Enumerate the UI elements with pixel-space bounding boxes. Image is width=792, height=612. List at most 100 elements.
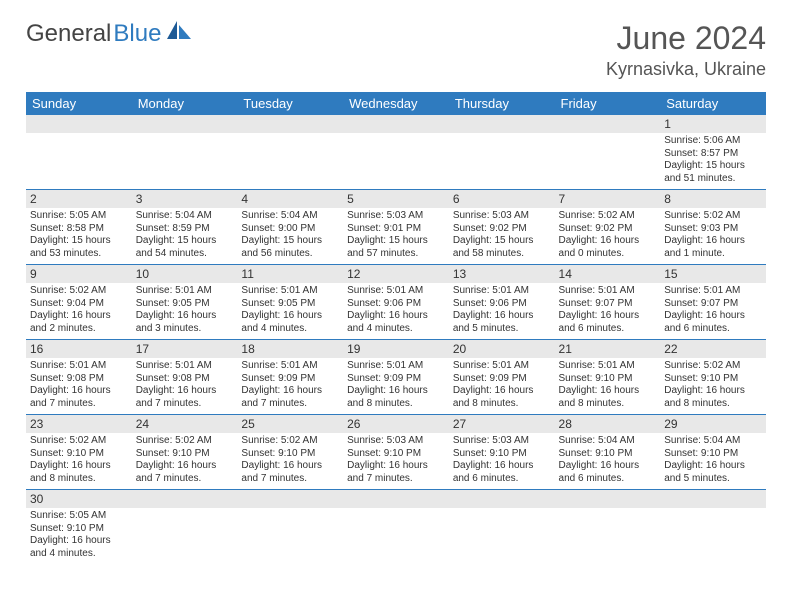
daylight-line: Daylight: 16 hours and 6 minutes. <box>559 310 657 335</box>
sunrise-line: Sunrise: 5:02 AM <box>559 210 657 223</box>
day-number: 25 <box>237 415 343 433</box>
day-number <box>132 115 238 133</box>
sunrise-line: Sunrise: 5:04 AM <box>664 435 762 448</box>
day-number: 14 <box>555 265 661 283</box>
calendar-row: 9Sunrise: 5:02 AMSunset: 9:04 PMDaylight… <box>26 265 766 340</box>
calendar-cell: 12Sunrise: 5:01 AMSunset: 9:06 PMDayligh… <box>343 265 449 340</box>
sunrise-line: Sunrise: 5:01 AM <box>136 285 234 298</box>
sunrise-line: Sunrise: 5:02 AM <box>241 435 339 448</box>
sunset-line: Sunset: 9:09 PM <box>453 373 551 386</box>
day-number: 15 <box>660 265 766 283</box>
day-number <box>449 490 555 508</box>
sunrise-line: Sunrise: 5:04 AM <box>559 435 657 448</box>
weekday-header: Wednesday <box>343 92 449 115</box>
calendar-cell: 2Sunrise: 5:05 AMSunset: 8:58 PMDaylight… <box>26 190 132 265</box>
day-number: 23 <box>26 415 132 433</box>
brand-logo: GeneralBlue <box>26 20 193 48</box>
sunset-line: Sunset: 9:00 PM <box>241 223 339 236</box>
weekday-header: Tuesday <box>237 92 343 115</box>
calendar-cell: 20Sunrise: 5:01 AMSunset: 9:09 PMDayligh… <box>449 340 555 415</box>
calendar-cell: 6Sunrise: 5:03 AMSunset: 9:02 PMDaylight… <box>449 190 555 265</box>
calendar-cell: 11Sunrise: 5:01 AMSunset: 9:05 PMDayligh… <box>237 265 343 340</box>
calendar-cell: 25 Sunrise: 5:02 AMSunset: 9:10 PMDayligh… <box>237 415 343 490</box>
day-number: 12 <box>343 265 449 283</box>
day-number: 30 <box>26 490 132 508</box>
sunset-line: Sunset: 9:03 PM <box>664 223 762 236</box>
day-number: 3 <box>132 190 238 208</box>
sunrise-line: Sunrise: 5:05 AM <box>30 210 128 223</box>
calendar-row: 2 Sunrise: 5:05 AMSunset: 8:58 PM Daylight… <box>26 190 766 265</box>
sunset-line: Sunset: 8:57 PM <box>664 148 762 161</box>
daylight-line: Daylight: 15 hours and 57 minutes. <box>347 235 445 260</box>
month-title: June 2024 <box>606 20 766 57</box>
day-number: 7 <box>555 190 661 208</box>
day-number: 18 <box>237 340 343 358</box>
sunset-line: Sunset: 9:08 PM <box>30 373 128 386</box>
location: Kyrnasivka, Ukraine <box>606 59 766 80</box>
calendar-cell-empty <box>237 115 343 190</box>
day-number: 1 <box>660 115 766 133</box>
day-number: 6 <box>449 190 555 208</box>
sunset-line: Sunset: 9:05 PM <box>136 298 234 311</box>
day-number: 4 <box>237 190 343 208</box>
day-number: 2 <box>26 190 132 208</box>
calendar-cell: 29Sunrise: 5:04 AMSunset: 9:10 PMDayligh… <box>660 415 766 490</box>
daylight-line: Daylight: 16 hours and 8 minutes. <box>453 385 551 410</box>
daylight-line: Daylight: 16 hours and 8 minutes. <box>664 385 762 410</box>
sunset-line: Sunset: 9:10 PM <box>347 448 445 461</box>
weekday-header: Sunday <box>26 92 132 115</box>
calendar-cell: 7Sunrise: 5:02 AMSunset: 9:02 PMDaylight… <box>555 190 661 265</box>
day-number: 27 <box>449 415 555 433</box>
day-number <box>237 115 343 133</box>
sunrise-line: Sunrise: 5:01 AM <box>347 285 445 298</box>
daylight-line: Daylight: 16 hours and 1 minute. <box>664 235 762 260</box>
calendar-cell: 4Sunrise: 5:04 AMSunset: 9:00 PMDaylight… <box>237 190 343 265</box>
day-number: 26 <box>343 415 449 433</box>
title-block: June 2024 Kyrnasivka, Ukraine <box>606 20 766 80</box>
calendar-cell-empty <box>555 115 661 190</box>
calendar-cell-empty <box>26 115 132 190</box>
sunrise-line: Sunrise: 5:01 AM <box>241 360 339 373</box>
sunset-line: Sunset: 9:08 PM <box>136 373 234 386</box>
brand-part1: General <box>26 20 111 48</box>
day-number <box>237 490 343 508</box>
sail-icon <box>167 20 193 48</box>
sunrise-line: Sunrise: 5:04 AM <box>136 210 234 223</box>
weekday-header: Saturday <box>660 92 766 115</box>
day-number: 13 <box>449 265 555 283</box>
calendar-cell: 21Sunrise: 5:01 AMSunset: 9:10 PMDayligh… <box>555 340 661 415</box>
day-number: 16 <box>26 340 132 358</box>
sunrise-line: Sunrise: 5:01 AM <box>30 360 128 373</box>
daylight-line: Daylight: 16 hours and 8 minutes. <box>30 460 128 485</box>
sunrise-line: Sunrise: 5:05 AM <box>30 510 128 523</box>
weekday-header: Friday <box>555 92 661 115</box>
calendar-cell: 5Sunrise: 5:03 AMSunset: 9:01 PMDaylight… <box>343 190 449 265</box>
daylight-line: Daylight: 16 hours and 6 minutes. <box>559 460 657 485</box>
calendar-cell-empty <box>237 490 343 565</box>
sunset-line: Sunset: 9:04 PM <box>30 298 128 311</box>
sunset-line: Sunset: 8:58 PM <box>30 223 128 236</box>
calendar-cell: 19Sunrise: 5:01 AMSunset: 9:09 PMDayligh… <box>343 340 449 415</box>
daylight-line: Daylight: 16 hours and 4 minutes. <box>347 310 445 335</box>
daylight-line: Daylight: 16 hours and 3 minutes. <box>136 310 234 335</box>
sunset-line: Sunset: 9:07 PM <box>559 298 657 311</box>
sunrise-line: Sunrise: 5:02 AM <box>30 285 128 298</box>
calendar-cell-empty <box>132 115 238 190</box>
sunrise-line: Sunrise: 5:02 AM <box>664 210 762 223</box>
daylight-line: Daylight: 16 hours and 7 minutes. <box>136 460 234 485</box>
calendar-cell: 23Sunrise: 5:02 AMSunset: 9:10 PMDayligh… <box>26 415 132 490</box>
daylight-line: Daylight: 15 hours and 56 minutes. <box>241 235 339 260</box>
day-number: 29 <box>660 415 766 433</box>
sunrise-line: Sunrise: 5:02 AM <box>664 360 762 373</box>
sunset-line: Sunset: 9:10 PM <box>559 373 657 386</box>
sunrise-line: Sunrise: 5:02 AM <box>136 435 234 448</box>
day-number: 19 <box>343 340 449 358</box>
sunrise-line: Sunrise: 5:01 AM <box>664 285 762 298</box>
daylight-line: Daylight: 16 hours and 7 minutes. <box>241 460 339 485</box>
daylight-line: Daylight: 16 hours and 7 minutes. <box>30 385 128 410</box>
sunset-line: Sunset: 9:10 PM <box>241 448 339 461</box>
sunrise-line: Sunrise: 5:01 AM <box>347 360 445 373</box>
daylight-line: Daylight: 16 hours and 6 minutes. <box>453 460 551 485</box>
calendar-row: 30Sunrise: 5:05 AMSunset: 9:10 PMDayligh… <box>26 490 766 565</box>
sunset-line: Sunset: 9:10 PM <box>559 448 657 461</box>
